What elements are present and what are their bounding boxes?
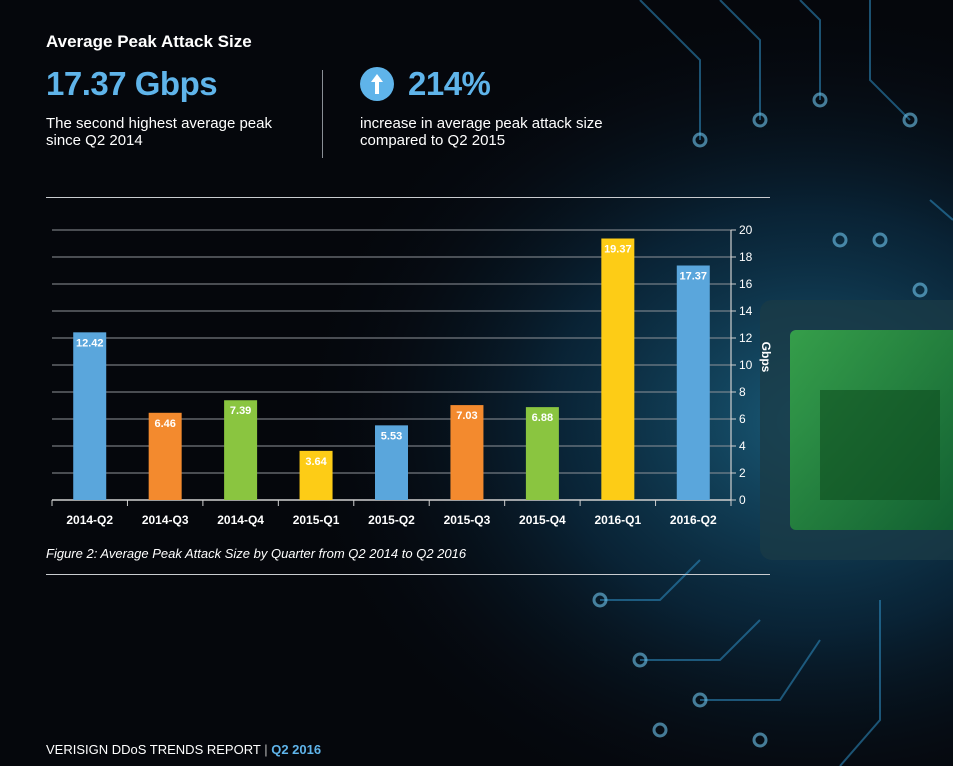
- footer-report-name: VERISIGN DDoS TRENDS REPORT: [46, 742, 261, 757]
- figure-caption: Figure 2: Average Peak Attack Size by Qu…: [46, 546, 467, 561]
- x-tick-label: 2014-Q2: [66, 513, 113, 527]
- footer: VERISIGN DDoS TRENDS REPORT | Q2 2016: [46, 742, 321, 757]
- x-tick-label: 2015-Q2: [368, 513, 415, 527]
- peak-value: 17.37 Gbps: [46, 65, 218, 102]
- y-tick-label: 16: [739, 277, 753, 291]
- peak-description: The second highest average peak since Q2…: [46, 115, 272, 149]
- bar-value-label: 17.37: [680, 271, 708, 283]
- y-tick-label: 0: [739, 493, 746, 507]
- top-rule: [46, 197, 770, 198]
- x-tick-label: 2015-Q1: [293, 513, 340, 527]
- bar-2015-Q2: [375, 425, 408, 500]
- bar-value-label: 7.03: [456, 410, 477, 422]
- x-tick-label: 2015-Q3: [444, 513, 491, 527]
- bar-value-label: 6.46: [154, 418, 175, 430]
- y-tick-label: 18: [739, 250, 753, 264]
- x-tick-label: 2015-Q4: [519, 513, 566, 527]
- page-title: Average Peak Attack Size: [46, 32, 252, 51]
- y-tick-label: 4: [739, 439, 746, 453]
- y-tick-label: 6: [739, 412, 746, 426]
- x-tick-label: 2016-Q2: [670, 513, 717, 527]
- bar-2015-Q4: [525, 407, 559, 500]
- stats-divider: [322, 70, 323, 158]
- bar-2014-Q3: [148, 412, 182, 500]
- y-tick-label: 10: [739, 358, 753, 372]
- footer-separator: |: [264, 742, 268, 757]
- y-tick-label: 12: [739, 331, 753, 345]
- y-tick-label: 2: [739, 466, 746, 480]
- y-tick-label: 8: [739, 385, 746, 399]
- footer-quarter: Q2 2016: [271, 742, 322, 757]
- bar-2016-Q2: [676, 265, 710, 500]
- bar-2015-Q1: [299, 450, 333, 500]
- bar-2014-Q4: [224, 400, 258, 500]
- bar-2014-Q2: [73, 332, 107, 500]
- bar-value-label: 5.53: [381, 430, 402, 442]
- bar-value-label: 12.42: [76, 337, 104, 349]
- x-tick-label: 2014-Q3: [142, 513, 189, 527]
- bar-value-label: 6.88: [532, 412, 553, 424]
- bar-value-label: 19.37: [604, 244, 632, 256]
- bar-value-label: 7.39: [230, 405, 251, 417]
- y-axis-label: Gbps: [759, 342, 773, 373]
- x-tick-label: 2016-Q1: [594, 513, 641, 527]
- bar-2015-Q3: [450, 405, 484, 500]
- x-tick-label: 2014-Q4: [217, 513, 264, 527]
- y-tick-label: 14: [739, 304, 753, 318]
- up-arrow-icon: [360, 67, 394, 101]
- increase-value: 214%: [408, 65, 491, 102]
- bar-2016-Q1: [601, 238, 635, 500]
- bar-value-label: 3.64: [305, 456, 327, 468]
- caption-rule: [46, 574, 770, 575]
- y-tick-label: 20: [739, 223, 753, 237]
- increase-description: increase in average peak attack size com…: [360, 115, 603, 149]
